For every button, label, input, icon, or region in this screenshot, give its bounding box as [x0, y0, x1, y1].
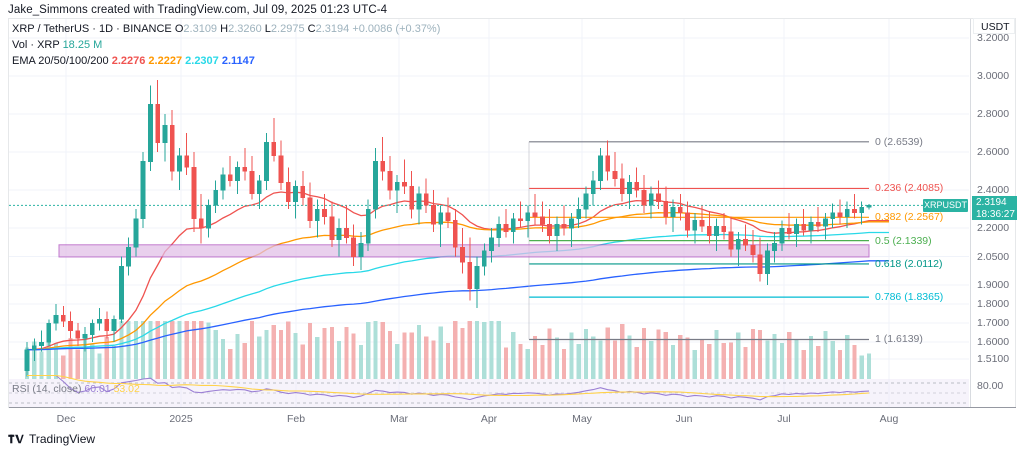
legend-interval[interactable]: 1D	[99, 23, 114, 35]
price-axis[interactable]: USDT 3.2000 3.0000 2.8000 2.6000 2.4000 2.200…	[970, 18, 1017, 407]
chart-legend: XRP / TetherUS · 1D · BINANCE O2.3109 H2…	[12, 22, 440, 70]
current-price-value: 2.3194	[976, 197, 1007, 209]
fib-label-1[interactable]: 1 (1.6139)	[875, 333, 923, 346]
legend-l-label: L	[264, 23, 271, 35]
rsi-legend[interactable]: RSI (14, close) 60.01 53.02	[12, 383, 140, 395]
symbol-price-tag[interactable]: XRPUSDT	[923, 199, 968, 213]
time-tick-label: Apr	[480, 413, 498, 425]
legend-ema50-value: 2.2227	[148, 55, 183, 67]
fib-label-0-618[interactable]: 0.618 (2.0112)	[875, 257, 943, 270]
legend-ema20-value: 2.2276	[111, 55, 146, 67]
time-tick-label: Jun	[675, 413, 693, 425]
tradingview-brand: TradingView	[8, 432, 95, 446]
price-axis-unit: USDT	[981, 21, 1010, 33]
fib-label-0[interactable]: 0 (2.6539)	[875, 135, 923, 148]
legend-change-value: +0.0086 (+0.37%)	[352, 23, 441, 35]
price-tick-label: 3.2000	[977, 32, 1010, 44]
legend-symbol[interactable]: XRP / TetherUS	[12, 23, 90, 35]
legend-volume-row[interactable]: Vol · XRP 18.25 M	[12, 38, 440, 52]
legend-ema-label: EMA 20/50/100/200	[12, 55, 109, 67]
legend-h-label: H	[220, 23, 229, 35]
rsi-tick-label: 80.00	[977, 380, 1004, 392]
price-tick-label: 3.0000	[977, 70, 1010, 83]
legend-sep-1: ·	[89, 23, 100, 35]
time-tick-label: Dec	[56, 413, 76, 425]
price-tick-label: 1.5100	[977, 353, 1010, 366]
price-tick-label: 2.0500	[977, 250, 1010, 263]
attribution-text: Jake_Simmons created with TradingView.co…	[8, 4, 388, 16]
tradingview-logo-icon	[8, 433, 24, 445]
legend-exchange: BINANCE	[122, 23, 172, 35]
price-tick-label: 1.6000	[977, 336, 1010, 349]
rsi-name: RSI (14, close)	[12, 383, 82, 395]
time-tick-label: Feb	[286, 413, 306, 425]
price-tick-label: 2.6000	[977, 146, 1010, 159]
legend-c-label: C	[307, 23, 316, 35]
legend-symbol-row[interactable]: XRP / TetherUS · 1D · BINANCE O2.3109 H2…	[12, 22, 440, 36]
price-chart-plot[interactable]: 0 (2.6539) 0.236 (2.4085) 0.382 (2.2567) 0.…	[9, 19, 969, 407]
fib-label-0-382[interactable]: 0.382 (2.2567)	[875, 211, 944, 224]
legend-high-value: 2.3260	[228, 23, 262, 35]
tradingview-brand-label: TradingView	[29, 432, 96, 446]
rsi-value: 60.01	[84, 383, 111, 395]
legend-ema200-value: 2.1147	[221, 55, 255, 67]
legend-volume-value: 18.25 M	[62, 39, 103, 51]
price-tick-label: 2.2000	[977, 222, 1010, 235]
price-tick-label: 2.4000	[977, 184, 1010, 197]
price-tick-label: 1.8000	[977, 298, 1010, 311]
legend-ema100-value: 2.2307	[185, 55, 219, 67]
countdown-timer: 18:36:27	[976, 208, 1015, 220]
time-tick-label: Mar	[389, 413, 409, 425]
price-tick-label: 1.9000	[977, 279, 1010, 292]
legend-close-value: 2.3194	[315, 23, 350, 35]
legend-o-label: O	[174, 23, 184, 35]
time-tick-label: May	[572, 413, 592, 425]
legend-low-value: 2.2975	[270, 23, 305, 35]
time-tick-label: 2025	[169, 413, 193, 425]
legend-volume-label: Vol · XRP	[12, 39, 60, 51]
price-tick-label: 2.8000	[977, 108, 1010, 121]
price-tick-label: 1.7000	[977, 317, 1010, 330]
price-axis-unit-box	[973, 18, 1015, 34]
legend-sep-2: ·	[113, 23, 123, 35]
time-axis[interactable]: Dec 2025 Feb Mar Apr May Jun Jul Aug	[9, 407, 1016, 431]
time-tick-label: Aug	[879, 413, 899, 425]
legend-open-value: 2.3109	[183, 23, 218, 35]
legend-ema-row[interactable]: EMA 20/50/100/200 2.2276 2.2227 2.2307 2…	[12, 54, 440, 68]
fib-label-0-5[interactable]: 0.5 (2.1339)	[875, 234, 932, 247]
time-tick-label: Jul	[777, 413, 791, 425]
fib-label-0-236[interactable]: 0.236 (2.4085)	[875, 182, 944, 195]
current-price-badge[interactable]: 2.3194 18:36:27	[972, 196, 1017, 221]
rsi-ma-value: 53.02	[113, 383, 140, 395]
fib-label-0-786[interactable]: 0.786 (1.8365)	[875, 291, 944, 304]
